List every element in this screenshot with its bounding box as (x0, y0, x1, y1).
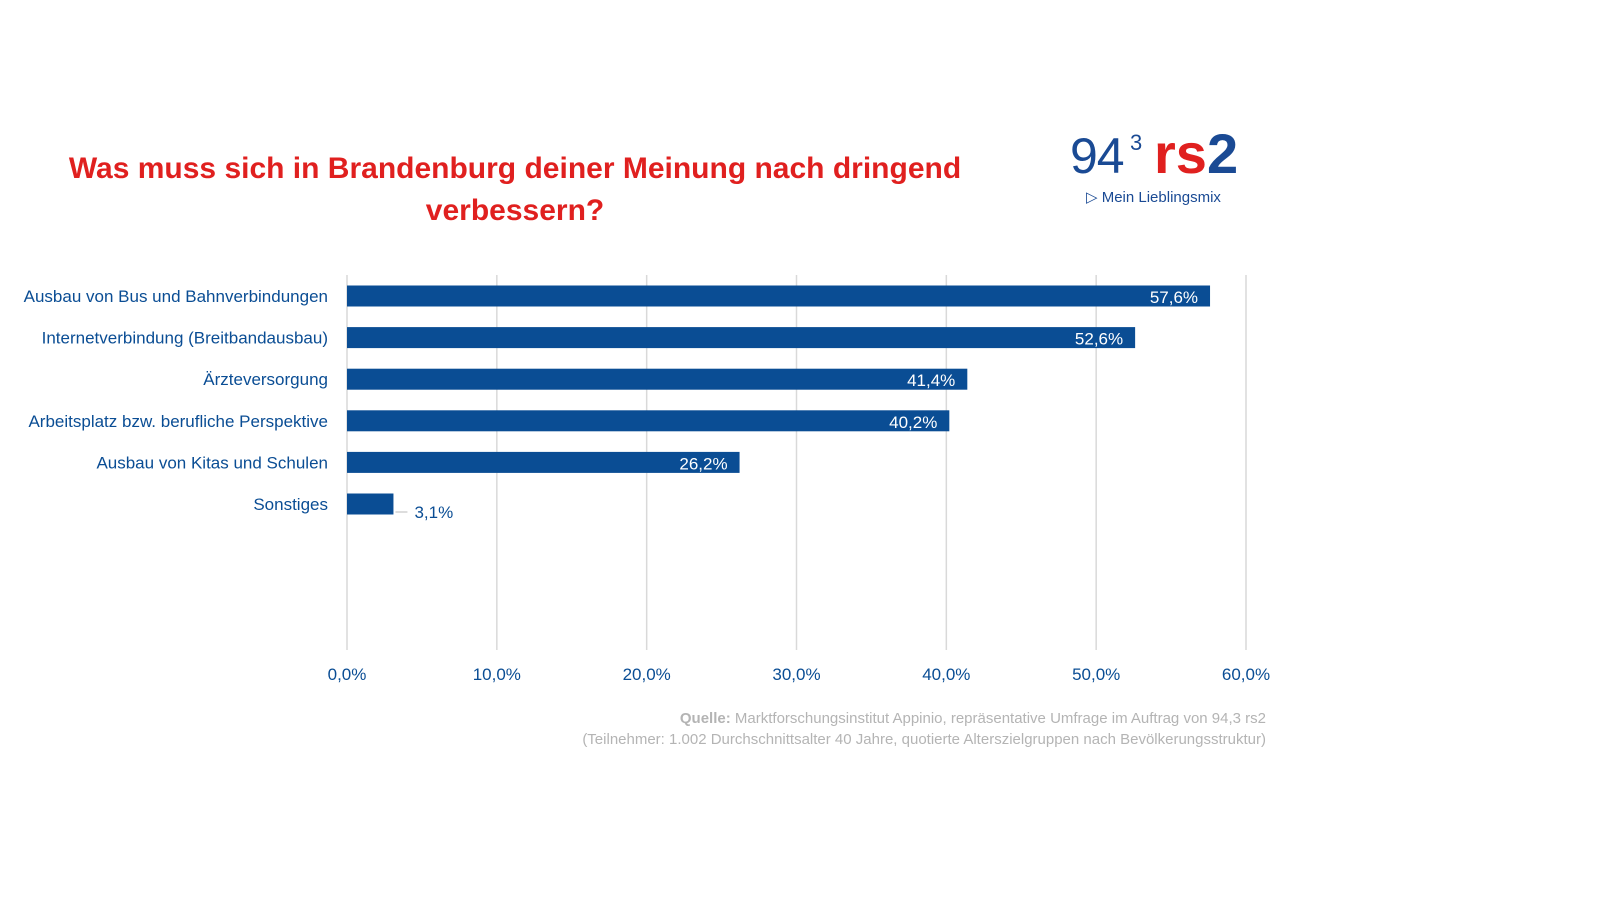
data-label: 3,1% (414, 503, 453, 522)
rs2-logo: 94 3 rs2 ▷ Mein Lieblingsmix (1068, 124, 1258, 208)
bar (347, 410, 950, 432)
source-note: Quelle: Marktforschungsinstitut Appinio,… (582, 708, 1266, 750)
tick-label: 50,0% (1072, 665, 1120, 684)
data-label: 57,6% (1150, 288, 1198, 307)
category-label: Ärzteversorgung (203, 370, 328, 389)
category-label: Ausbau von Kitas und Schulen (96, 453, 328, 472)
data-label: 41,4% (907, 371, 955, 390)
logo-brand: rs2 (1154, 122, 1239, 185)
bar (347, 451, 740, 473)
tick-label: 40,0% (922, 665, 970, 684)
bar (347, 493, 394, 515)
category-label: Sonstiges (253, 495, 328, 514)
data-label: 26,2% (679, 454, 727, 473)
bar (347, 285, 1211, 307)
tick-label: 0,0% (328, 665, 367, 684)
tick-label: 20,0% (623, 665, 671, 684)
logo-number: 94 (1070, 128, 1125, 184)
data-label: 52,6% (1075, 330, 1123, 349)
source-line-2: (Teilnehmer: 1.002 Durchschnittsalter 40… (582, 731, 1266, 748)
category-label: Ausbau von Bus und Bahnverbindungen (24, 287, 328, 306)
category-label: Internetverbindung (Breitbandausbau) (42, 329, 328, 348)
logo-sup: 3 (1130, 130, 1143, 155)
tick-label: 60,0% (1222, 665, 1270, 684)
bar (347, 327, 1136, 349)
logo-slogan: ▷ Mein Lieblingsmix (1086, 189, 1221, 206)
tick-label: 30,0% (772, 665, 820, 684)
chart-title: Was muss sich in Brandenburg deiner Mein… (68, 152, 962, 227)
tick-label: 10,0% (473, 665, 521, 684)
data-label: 40,2% (889, 413, 937, 432)
category-label: Arbeitsplatz bzw. berufliche Perspektive (28, 412, 328, 431)
bar (347, 368, 968, 390)
source-line-1: Marktforschungsinstitut Appinio, repräse… (730, 710, 1266, 727)
source-label: Quelle: (679, 710, 731, 727)
